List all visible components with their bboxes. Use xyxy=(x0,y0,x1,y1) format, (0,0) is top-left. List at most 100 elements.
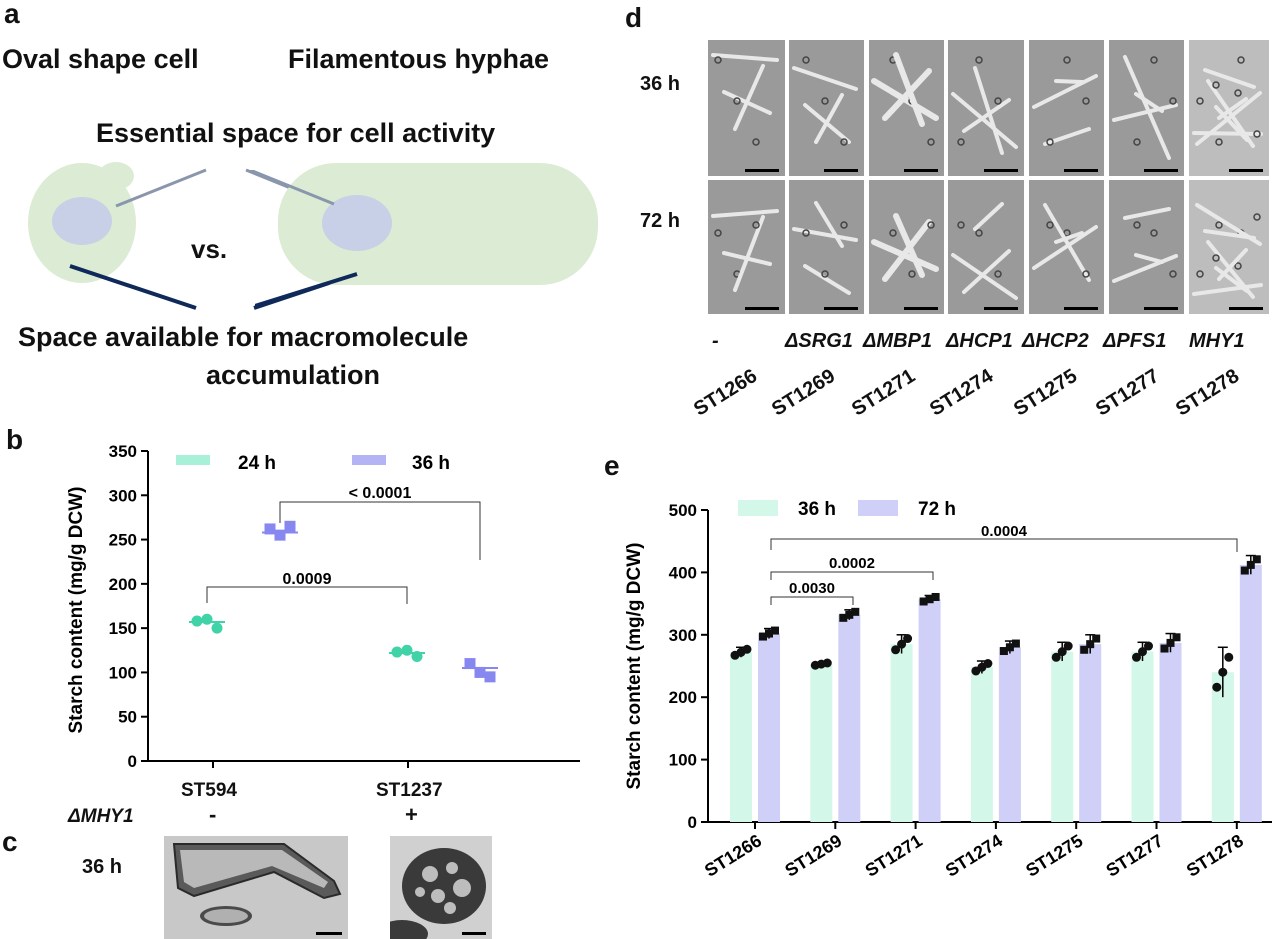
micrograph-ST1271-36h xyxy=(869,40,944,176)
x-tick-label: ST1278 xyxy=(1183,830,1247,880)
yeast-cell xyxy=(1237,56,1245,64)
yeast-cell xyxy=(957,138,965,146)
chart-e-marks xyxy=(730,554,1262,822)
bar-72h xyxy=(838,614,861,822)
cell-filaments xyxy=(1192,56,1263,148)
bar-72h xyxy=(918,599,941,822)
scale-bar xyxy=(1144,169,1178,172)
yeast-cell xyxy=(1234,262,1242,270)
y-tick-label: 150 xyxy=(109,619,137,638)
tem-image-st1237 xyxy=(390,836,492,939)
hypha xyxy=(962,249,1011,294)
hypha xyxy=(951,92,1018,149)
hypha xyxy=(711,209,779,218)
scale-bar xyxy=(1144,307,1178,310)
hypha xyxy=(792,66,858,91)
genotype-label: ΔHCP2 xyxy=(1022,330,1089,352)
hyphae-title: Filamentous hyphae xyxy=(288,44,550,74)
data-point xyxy=(983,659,993,669)
yeast-cell xyxy=(1169,270,1177,278)
yeast-cell xyxy=(821,97,829,105)
sig-b1: < 0.0001 xyxy=(349,485,412,502)
yeast-cell xyxy=(1046,138,1054,146)
cell-filaments xyxy=(871,52,939,146)
data-point xyxy=(264,523,276,535)
scale-bar xyxy=(1064,307,1098,310)
hypha xyxy=(1043,203,1091,282)
data-point xyxy=(1011,639,1020,648)
scale-bar xyxy=(904,307,938,310)
connector-line xyxy=(255,272,358,308)
yeast-cell xyxy=(752,138,760,146)
macromolecule-label-2: accumulation xyxy=(206,360,381,390)
hypha xyxy=(814,93,844,144)
x-tick-label: ST1274 xyxy=(942,830,1006,880)
data-point xyxy=(1246,560,1255,569)
micrograph-ST1277-36h xyxy=(1109,40,1184,176)
data-point xyxy=(1212,682,1222,692)
yeast-cell xyxy=(927,138,935,146)
y-tick-label: 0 xyxy=(688,813,697,832)
hypha xyxy=(1134,92,1164,113)
micrograph-ST1266-36h xyxy=(708,40,785,176)
genotype-label: ΔHCP1 xyxy=(946,330,1013,352)
data-point xyxy=(822,658,832,668)
yeast-cell xyxy=(1082,97,1090,105)
bar-72h xyxy=(998,647,1021,822)
genotype-label: ΔSRG1 xyxy=(785,330,853,352)
y-tick-label: 500 xyxy=(669,501,697,520)
data-point xyxy=(759,632,767,641)
micrograph-ST1271-72h xyxy=(869,180,944,314)
hypha xyxy=(733,64,765,131)
strain-label-d: ST1278 xyxy=(1172,364,1244,421)
x-tick-label: ST1277 xyxy=(1103,830,1167,880)
yeast-cell xyxy=(975,229,983,237)
genotype-label: - xyxy=(712,330,719,352)
connector-line xyxy=(250,170,335,206)
data-point xyxy=(1063,641,1073,651)
data-point xyxy=(474,666,486,678)
yeast-cell xyxy=(957,221,965,229)
yeast-cell xyxy=(1215,138,1223,146)
scale-bar xyxy=(824,169,858,172)
hypha xyxy=(962,98,1011,133)
chart-b: Starch content (mg/g DCW) 0 50 100 150 200 25… xyxy=(66,442,580,771)
yeast-cell xyxy=(752,221,760,229)
panel-e-letter: e xyxy=(604,450,620,481)
sig-bracket-e3 xyxy=(770,596,854,605)
data-point xyxy=(999,647,1008,656)
yeast-cell xyxy=(994,270,1002,278)
legend-72h-e: 72 h xyxy=(918,499,956,520)
yeast-cell xyxy=(975,56,983,64)
genotype-label: MHY1 xyxy=(1189,330,1245,352)
data-point xyxy=(765,629,773,638)
data-point xyxy=(191,615,203,627)
cell-filaments xyxy=(871,213,939,282)
hypha xyxy=(1195,203,1262,246)
bar-72h xyxy=(758,633,780,822)
yeast-cell xyxy=(1063,56,1071,64)
scale-bar xyxy=(745,307,779,310)
data-point xyxy=(1080,645,1089,654)
hypha xyxy=(1192,131,1263,136)
micrograph-ST1269-36h xyxy=(789,40,864,176)
genotype-label: ΔPFS1 xyxy=(1103,330,1167,352)
cell-diagram xyxy=(28,162,357,310)
data-point xyxy=(897,639,907,649)
oval-cell-title: Oval shape cell xyxy=(2,44,199,74)
bar-72h xyxy=(1079,644,1102,822)
bar-72h xyxy=(1159,642,1182,822)
scale-bar xyxy=(1229,169,1263,172)
data-point xyxy=(1138,647,1147,657)
legend-swatch-36h xyxy=(352,455,386,465)
bud-shape xyxy=(98,162,134,190)
vs-label: vs. xyxy=(191,234,228,264)
data-point xyxy=(845,610,854,619)
micrograph-ST1274-72h xyxy=(948,180,1024,314)
x-tick-label: ST1275 xyxy=(1022,830,1086,880)
row-label-36h: 36 h xyxy=(640,73,681,95)
data-point xyxy=(401,644,413,656)
cell-filaments xyxy=(1032,203,1098,282)
strain-label-d: ST1271 xyxy=(848,364,920,421)
strain-label-d: ST1269 xyxy=(768,364,840,421)
